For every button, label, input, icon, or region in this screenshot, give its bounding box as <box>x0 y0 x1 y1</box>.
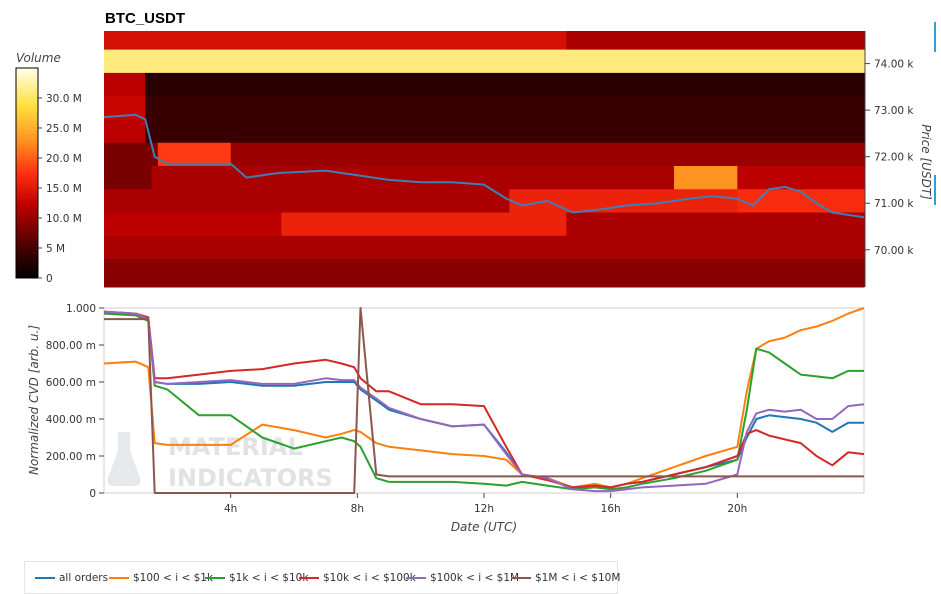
legend-swatch <box>299 576 319 579</box>
cvd-tick-label: 400.00 m <box>46 414 96 426</box>
heatmap-cell <box>281 212 567 237</box>
heatmap-cell <box>104 189 510 214</box>
heatmap-cell <box>104 31 567 51</box>
colorbar-tick-label: 30.0 M <box>46 93 82 105</box>
colorbar-tick-label: 15.0 M <box>46 183 82 195</box>
watermark-logo: MATERIAL INDICATORS <box>107 432 333 492</box>
heatmap-cell <box>104 142 159 167</box>
time-axis-label: Date (UTC) <box>451 520 517 534</box>
heatmap-cell <box>157 142 232 167</box>
cvd-line-3 <box>103 310 865 489</box>
cvd-plot-area <box>103 307 865 494</box>
price-tick-label: 74.00 k <box>874 59 914 71</box>
legend-swatch <box>35 576 55 579</box>
price-tick-label: 73.00 k <box>874 105 914 117</box>
heatmap-cell <box>230 142 865 167</box>
cvd-tick-label: 200.00 m <box>46 451 96 463</box>
cvd-axis-label: Normalized CVD [arb. u.] <box>27 325 41 475</box>
cvd-tick-label: 1.000 <box>66 303 96 315</box>
cvd-tick-label: 0 <box>89 488 96 500</box>
legend-swatch <box>205 576 225 579</box>
heatmap-cell <box>104 72 146 97</box>
heatmap-cell <box>566 212 865 237</box>
colorbar-tick-label: 0 <box>46 273 53 285</box>
colorbar-ticks: 30.0 M 25.0 M 20.0 M 15.0 M 10.0 M 5 M 0 <box>38 93 82 285</box>
legend-item-100-1k[interactable]: $100 < i < $1k <box>109 562 213 593</box>
time-tick-label: 12h <box>474 503 494 515</box>
legend-label: $100k < i < $1M <box>430 571 520 584</box>
cvd-line-5 <box>104 307 864 494</box>
heatmap-cell <box>104 119 146 144</box>
heatmap-cell <box>145 72 865 97</box>
legend-swatch <box>511 576 531 579</box>
price-axis-ticks: 74.00 k 73.00 k 72.00 k 71.00 k 70.00 k <box>865 59 914 257</box>
price-tick-label: 72.00 k <box>874 152 914 164</box>
flask-icon <box>107 432 141 486</box>
heatmap-cell <box>104 259 865 288</box>
legend-item-1k-10k[interactable]: $1k < i < $10k <box>205 562 308 593</box>
price-line <box>103 113 865 219</box>
legend-label: all orders <box>59 571 109 584</box>
cvd-line-2 <box>103 312 864 491</box>
legend-label: $100 < i < $1k <box>133 571 214 584</box>
volume-heatmap <box>104 31 865 288</box>
colorbar-tick-label: 10.0 M <box>46 213 82 225</box>
cvd-line-1 <box>103 307 865 489</box>
legend-item-1m-10m[interactable]: $1M < i < $10M <box>511 562 620 593</box>
cvd-tick-label: 800.00 m <box>46 340 96 352</box>
colorbar-tick-label: 5 M <box>46 243 65 255</box>
heatmap-cell <box>104 49 865 74</box>
heatmap-cell <box>737 189 865 214</box>
heatmap-cell <box>104 212 282 237</box>
cvd-axis-ticks: 1.000 800.00 m 600.00 m 400.00 m 200.00 m 0 <box>46 303 104 500</box>
legend-label: $10k < i < $100k <box>323 571 416 584</box>
legend-swatch <box>109 576 129 579</box>
time-tick-label: 16h <box>601 503 621 515</box>
legend-item-10k-100k[interactable]: $10k < i < $100k <box>299 562 416 593</box>
legend: all orders $100 < i < $1k $1k < i < $10k… <box>24 561 620 594</box>
price-tick-label: 71.00 k <box>874 198 914 210</box>
legend-label: $1k < i < $10k <box>229 571 309 584</box>
price-tick-label: 70.00 k <box>874 245 914 257</box>
cvd-line-4 <box>103 310 865 493</box>
heatmap-cell <box>674 165 738 190</box>
cvd-tick-label: 600.00 m <box>46 377 96 389</box>
heatmap-cell <box>566 31 865 51</box>
time-axis-ticks: 4h 8h 12h 16h 20h <box>224 493 747 515</box>
heatmap-cell <box>737 165 865 190</box>
heatmap-cell <box>145 96 865 120</box>
heatmap-cell <box>145 119 865 144</box>
price-axis-label: Price [USDT] <box>919 124 933 200</box>
heatmap-cell <box>151 165 675 190</box>
legend-item-100k-1m[interactable]: $100k < i < $1M <box>406 562 519 593</box>
watermark-line-1: MATERIAL <box>168 433 303 461</box>
time-tick-label: 20h <box>727 503 747 515</box>
colorbar-tick-label: 25.0 M <box>46 123 82 135</box>
legend-swatch <box>406 576 426 579</box>
cvd-series <box>103 307 865 494</box>
heatmap-cell <box>104 165 152 190</box>
colorbar <box>15 67 39 279</box>
colorbar-title: Volume <box>16 51 61 65</box>
watermark-line-2: INDICATORS <box>168 464 333 492</box>
colorbar-tick-label: 20.0 M <box>46 153 82 165</box>
heatmap-cell <box>509 189 738 214</box>
legend-label: $1M < i < $10M <box>535 571 621 584</box>
heatmap-cell <box>104 235 865 260</box>
chart-title: BTC_USDT <box>105 10 185 27</box>
time-tick-label: 8h <box>351 503 364 515</box>
legend-item-all-orders[interactable]: all orders <box>35 562 108 593</box>
time-tick-label: 4h <box>224 503 237 515</box>
